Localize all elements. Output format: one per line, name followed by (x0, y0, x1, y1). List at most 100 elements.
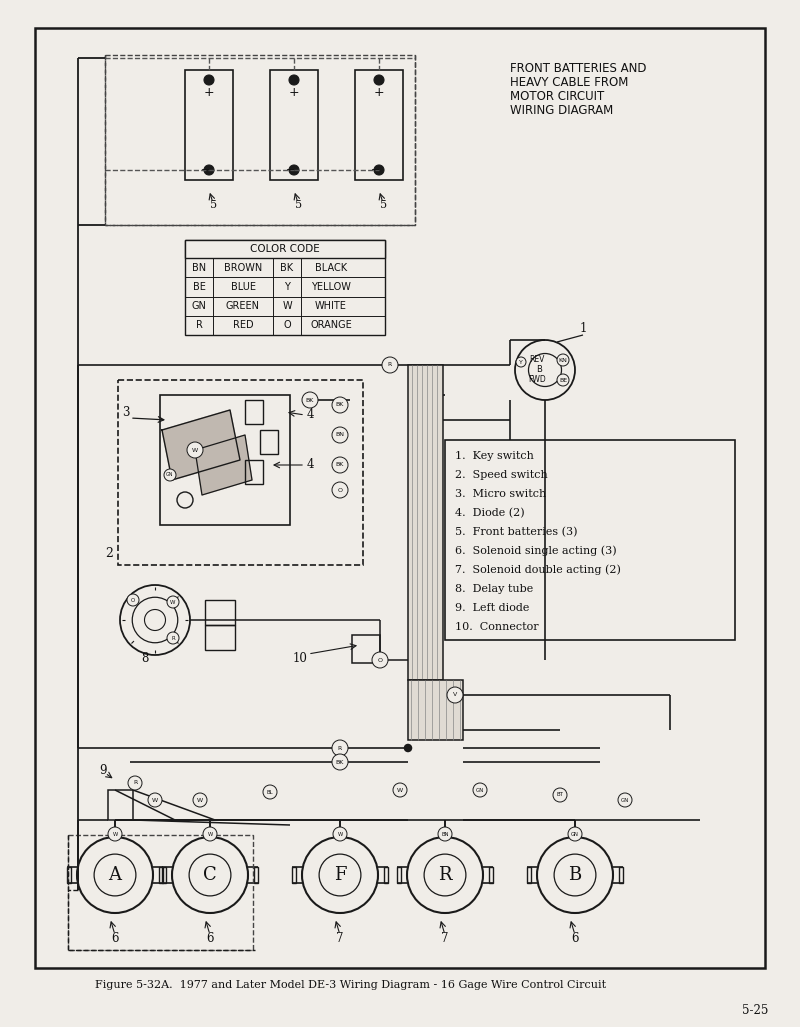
Text: BK: BK (281, 263, 294, 272)
Text: 1: 1 (579, 321, 586, 335)
Circle shape (289, 165, 299, 175)
Circle shape (557, 374, 569, 386)
Text: GN: GN (571, 832, 579, 837)
Bar (118, 380, 363, 565)
Text: R: R (133, 781, 137, 786)
Bar (408, 365, 443, 680)
Circle shape (167, 596, 179, 608)
Circle shape (187, 442, 203, 458)
Bar (260, 430, 278, 454)
Text: COLOR CODE: COLOR CODE (250, 244, 320, 254)
Text: WIRING DIAGRAM: WIRING DIAGRAM (510, 104, 614, 116)
Circle shape (332, 740, 348, 756)
Text: −: − (286, 165, 296, 175)
Bar (105, 55, 415, 225)
Circle shape (332, 754, 348, 770)
Polygon shape (162, 410, 240, 480)
Text: 5: 5 (210, 200, 218, 210)
Bar (108, 790, 133, 820)
Text: BK: BK (336, 462, 344, 467)
Bar (254, 867, 258, 883)
Bar (205, 625, 235, 650)
Bar (160, 395, 290, 525)
Text: BE: BE (193, 281, 206, 292)
Text: KN: KN (558, 357, 567, 363)
Text: 7.  Solenoid double acting (2): 7. Solenoid double acting (2) (455, 565, 621, 575)
Bar (185, 240, 385, 335)
Text: MOTOR CIRCUIT: MOTOR CIRCUIT (510, 89, 604, 103)
Circle shape (148, 793, 162, 807)
Bar (489, 867, 493, 883)
Bar (205, 600, 235, 625)
Text: GREEN: GREEN (226, 301, 260, 311)
Text: BN: BN (192, 263, 206, 272)
Text: −: − (371, 165, 381, 175)
Circle shape (204, 75, 214, 85)
Circle shape (374, 165, 384, 175)
Text: 1.  Key switch: 1. Key switch (455, 451, 534, 461)
Text: 10: 10 (293, 651, 307, 664)
Text: BK: BK (306, 397, 314, 403)
Text: W: W (112, 832, 118, 837)
Circle shape (167, 632, 179, 644)
Polygon shape (195, 435, 252, 495)
Bar (619, 867, 623, 883)
Text: R: R (195, 320, 202, 331)
Circle shape (289, 75, 299, 85)
Circle shape (557, 354, 569, 366)
Bar (397, 867, 401, 883)
Text: 8: 8 (142, 651, 149, 664)
Circle shape (438, 827, 452, 841)
Text: REV: REV (530, 355, 545, 365)
Text: W: W (282, 301, 292, 311)
Circle shape (374, 75, 384, 85)
Text: 5.  Front batteries (3): 5. Front batteries (3) (455, 527, 578, 537)
Text: BT: BT (557, 793, 563, 798)
Text: 8.  Delay tube: 8. Delay tube (455, 584, 534, 594)
Text: Y: Y (284, 281, 290, 292)
Text: BN: BN (335, 432, 345, 438)
Circle shape (263, 785, 277, 799)
Circle shape (447, 687, 463, 703)
Text: 5: 5 (381, 200, 387, 210)
Text: 5: 5 (295, 200, 302, 210)
Circle shape (332, 427, 348, 443)
Text: BK: BK (336, 403, 344, 408)
Text: W: W (207, 832, 213, 837)
Text: 6: 6 (206, 931, 214, 945)
Circle shape (108, 827, 122, 841)
Text: 3.  Micro switch: 3. Micro switch (455, 489, 546, 499)
Bar (185, 240, 385, 258)
Bar (445, 440, 735, 640)
Text: 4: 4 (306, 458, 314, 471)
Text: BE: BE (559, 378, 567, 382)
Text: −: − (202, 165, 210, 175)
Text: O: O (338, 488, 342, 493)
Text: FWD: FWD (528, 376, 546, 384)
Text: BROWN: BROWN (224, 263, 262, 272)
Text: 6: 6 (571, 931, 578, 945)
Circle shape (203, 827, 217, 841)
Circle shape (618, 793, 632, 807)
Bar (245, 400, 263, 424)
Text: +: + (374, 85, 384, 99)
Bar (355, 70, 403, 180)
Text: R: R (438, 866, 452, 884)
Circle shape (127, 594, 139, 606)
Text: RED: RED (233, 320, 254, 331)
Bar (162, 867, 166, 883)
Text: B: B (568, 866, 582, 884)
Text: YELLOW: YELLOW (311, 281, 351, 292)
Text: +: + (204, 85, 214, 99)
Text: Figure 5-32A.  1977 and Later Model DE-3 Wiring Diagram - 16 Gage Wire Control C: Figure 5-32A. 1977 and Later Model DE-3 … (95, 980, 606, 990)
Circle shape (553, 788, 567, 802)
Bar (245, 460, 263, 484)
Text: 7: 7 (336, 931, 344, 945)
Bar (270, 70, 318, 180)
Text: GN: GN (166, 472, 174, 478)
Circle shape (382, 357, 398, 373)
Circle shape (393, 783, 407, 797)
Text: BLACK: BLACK (315, 263, 347, 272)
Text: W: W (197, 798, 203, 802)
Text: 4: 4 (306, 409, 314, 421)
